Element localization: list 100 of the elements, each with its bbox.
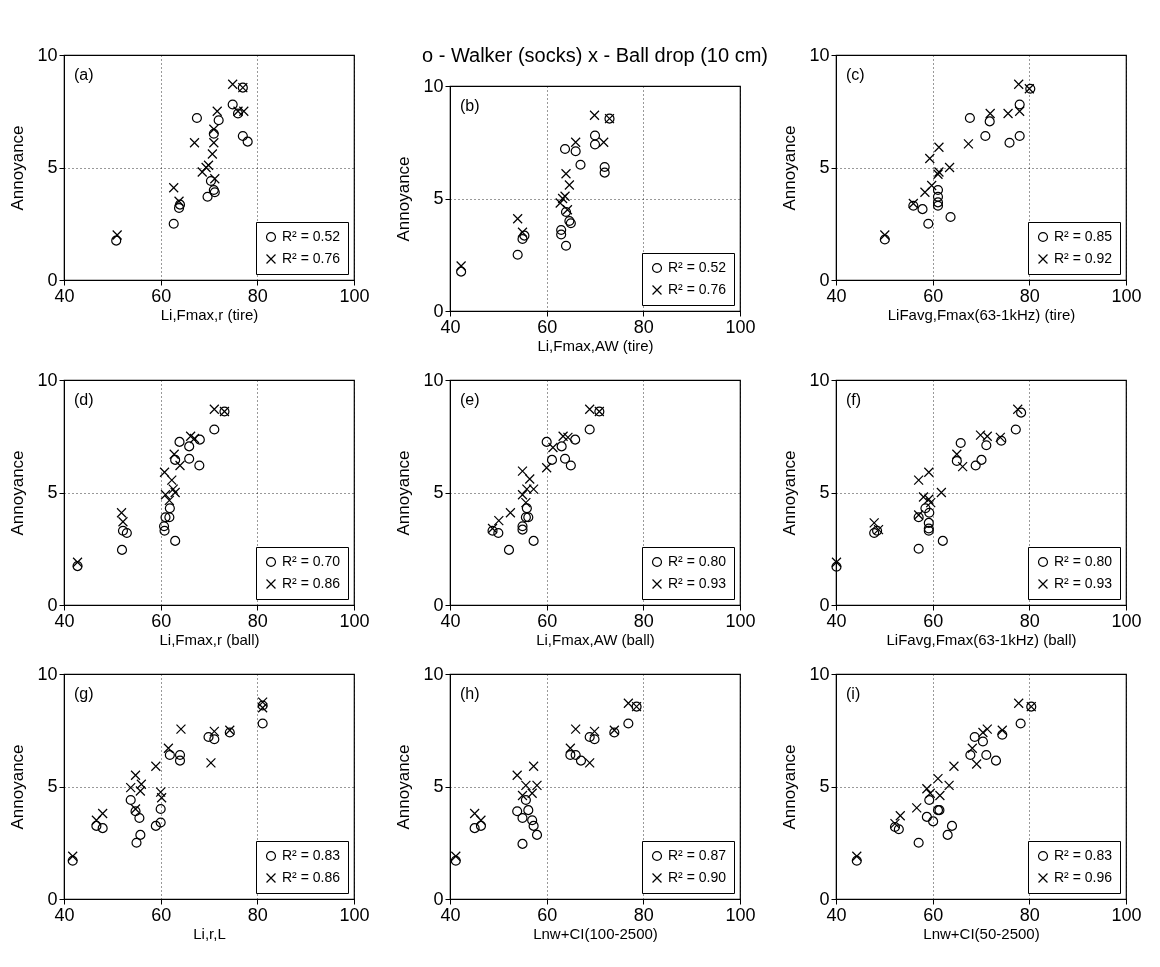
point: [945, 211, 956, 223]
annotation: (e): [460, 391, 480, 408]
point: [969, 731, 980, 743]
legend-label: R² = 0.93: [668, 575, 727, 591]
point: [469, 823, 480, 834]
x-axis-title: Lnw+CI(100-2500): [533, 924, 658, 942]
point: [951, 455, 962, 467]
point: [208, 124, 219, 135]
point: [565, 460, 576, 471]
x-axis-title: Li,r,L: [193, 924, 226, 942]
x-tick-label: 100: [725, 316, 756, 337]
x-tick-label: 80: [247, 285, 268, 306]
point: [559, 143, 571, 155]
point: [932, 184, 944, 196]
legend-label: R² = 0.52: [282, 228, 341, 244]
point: [555, 197, 566, 209]
point: [67, 851, 78, 862]
point: [977, 727, 989, 738]
legend-label: R² = 0.83: [282, 847, 341, 863]
point: [1014, 130, 1025, 142]
x-tick-label: 80: [1019, 285, 1040, 306]
point: [135, 829, 146, 840]
y-tick-label: 5: [819, 776, 830, 796]
x-tick-label: 60: [923, 904, 944, 925]
point: [546, 454, 558, 465]
point: [521, 503, 532, 514]
point: [517, 466, 528, 477]
x-axis-title: Li,Fmax,AW (ball): [536, 630, 655, 648]
y-tick-label: 10: [37, 663, 58, 684]
point: [556, 441, 567, 452]
point: [97, 808, 108, 819]
point: [520, 794, 531, 806]
point: [932, 773, 944, 784]
point: [189, 433, 200, 444]
point: [565, 749, 576, 761]
legend-label: R² = 0.90: [668, 869, 727, 885]
point: [159, 525, 170, 536]
point: [923, 517, 934, 528]
point: [517, 812, 528, 824]
legend-label: R² = 0.76: [668, 281, 727, 297]
point: [155, 803, 166, 815]
point: [963, 138, 974, 149]
point: [936, 487, 947, 498]
x-tick-label: 60: [151, 285, 172, 306]
legend-label: R² = 0.87: [668, 847, 727, 863]
point: [584, 731, 595, 743]
point: [589, 726, 600, 737]
point: [531, 829, 543, 840]
point: [209, 726, 220, 737]
x-tick-label: 100: [339, 610, 370, 631]
point: [505, 507, 516, 518]
point: [456, 266, 467, 277]
point: [512, 806, 523, 817]
point: [921, 783, 932, 794]
x-tick-label: 80: [247, 610, 268, 631]
y-tick-label: 5: [433, 776, 444, 796]
y-tick-label: 5: [47, 482, 58, 502]
point: [589, 110, 600, 121]
point: [1013, 79, 1024, 90]
point: [920, 503, 931, 514]
point: [197, 166, 208, 178]
point: [130, 770, 141, 781]
point: [893, 824, 904, 835]
point: [997, 729, 1008, 740]
y-tick-label: 5: [47, 157, 58, 177]
point: [851, 851, 862, 862]
point: [976, 454, 987, 465]
x-axis-title: LiFavg,Fmax(63-1kHz) (ball): [886, 630, 1077, 648]
point: [928, 816, 939, 827]
legend-label: R² = 0.70: [282, 553, 341, 569]
chart-title: o - Walker (socks) x - Ball drop (10 cm): [422, 44, 768, 66]
point: [512, 213, 523, 224]
x-tick-label: 60: [537, 316, 558, 337]
point: [589, 139, 601, 150]
point: [163, 743, 174, 754]
point: [926, 180, 937, 191]
point: [923, 467, 934, 478]
x-axis-title: Lnw+CI(50-2500): [923, 924, 1040, 942]
point: [184, 453, 195, 464]
point: [944, 780, 955, 791]
point: [528, 761, 539, 772]
y-tick-label: 10: [809, 44, 830, 65]
point: [164, 495, 175, 506]
annotation: (b): [460, 97, 480, 114]
point: [831, 557, 842, 568]
point: [160, 512, 171, 523]
x-axis-title: Li,Fmax,r (ball): [159, 630, 260, 648]
point: [450, 855, 461, 866]
y-tick-label: 5: [433, 482, 444, 502]
point: [895, 810, 906, 821]
point: [523, 805, 534, 816]
x-tick-label: 100: [1111, 285, 1142, 306]
x-tick-label: 80: [633, 316, 654, 337]
point: [202, 191, 213, 202]
point: [184, 441, 195, 452]
y-axis-title: Annoyance: [780, 125, 800, 211]
point: [528, 535, 539, 546]
point: [565, 743, 576, 754]
point: [1012, 404, 1023, 415]
point: [117, 525, 129, 536]
